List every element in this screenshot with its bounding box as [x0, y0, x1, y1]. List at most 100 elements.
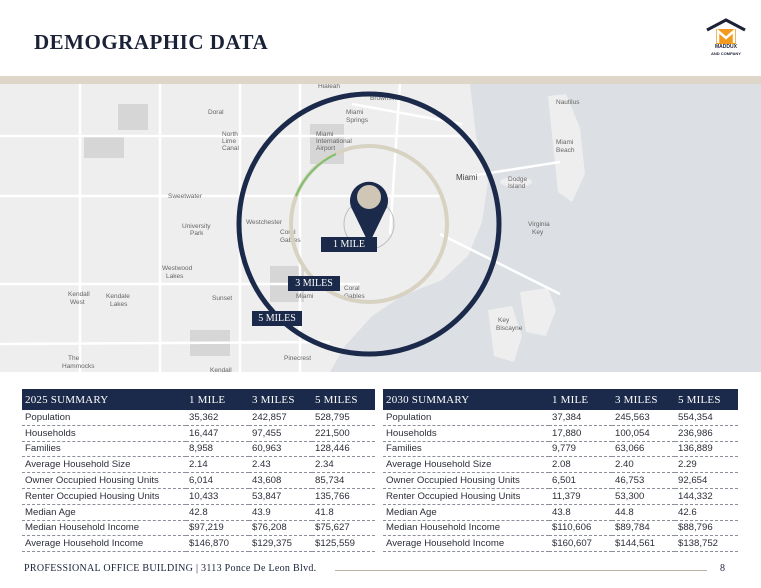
svg-text:Park: Park [190, 230, 204, 237]
table-row: Median Household Income $110,606 $89,784 $8… [383, 520, 738, 537]
cell-value: 63,066 [612, 441, 675, 458]
cell-value: 10,433 [186, 488, 249, 505]
cell-value: 221,500 [312, 425, 375, 442]
column-header: 1 MILE [186, 389, 249, 410]
cell-value: 44.8 [612, 504, 675, 521]
svg-text:Sweetwater: Sweetwater [168, 193, 203, 200]
svg-text:Lime: Lime [222, 138, 236, 145]
svg-text:Airport: Airport [316, 145, 335, 152]
table-header-row: 2025 SUMMARY 1 MILE 3 MILES 5 MILES [22, 389, 375, 410]
cell-value: 136,889 [675, 441, 738, 458]
rows-2030: Population 37,384 245,563 554,354 Households… [383, 410, 738, 553]
svg-text:Doral: Doral [208, 109, 224, 116]
svg-text:Hammocks: Hammocks [62, 363, 95, 370]
cell-value: 6,014 [186, 472, 249, 489]
svg-text:Pinecrest: Pinecrest [284, 355, 311, 362]
cell-value: $76,208 [249, 520, 312, 537]
cell-value: $144,561 [612, 535, 675, 553]
cell-value: 2.43 [249, 456, 312, 474]
cell-value: 128,446 [312, 441, 375, 458]
row-label: Renter Occupied Housing Units [22, 488, 186, 505]
cell-value: 8,958 [186, 441, 249, 458]
page-number: 8 [720, 563, 725, 574]
ring-label-3-miles: 3 MILES [295, 278, 333, 289]
svg-text:Miami: Miami [296, 293, 313, 300]
table-row: Average Household Income $160,607 $144,561… [383, 535, 738, 553]
svg-text:Kendall: Kendall [68, 291, 90, 298]
cell-value: 43.8 [549, 504, 612, 521]
svg-text:Sunset: Sunset [212, 295, 232, 302]
cell-value: $97,219 [186, 520, 249, 537]
svg-text:Beach: Beach [556, 147, 575, 154]
svg-text:Hialeah: Hialeah [318, 84, 340, 90]
cell-value: $89,784 [612, 520, 675, 537]
row-label: Population [22, 410, 186, 426]
svg-text:Dodge: Dodge [508, 176, 528, 183]
svg-text:West: West [70, 299, 85, 306]
table-header-row: 2030 SUMMARY 1 MILE 3 MILES 5 MILES [383, 389, 738, 410]
column-header: 5 MILES [312, 389, 375, 410]
cell-value: $146,870 [186, 535, 249, 553]
cell-value: 2.14 [186, 456, 249, 474]
cell-value: 242,857 [249, 410, 312, 426]
cell-value: 43,608 [249, 472, 312, 489]
row-label: Median Age [22, 504, 186, 521]
summary-table-2030: 2030 SUMMARY 1 MILE 3 MILES 5 MILES Popu… [383, 389, 738, 553]
row-label: Median Age [383, 504, 549, 521]
row-label: Median Household Income [22, 520, 186, 537]
page-title: DEMOGRAPHIC DATA [34, 30, 269, 54]
svg-text:Key: Key [532, 229, 544, 236]
footer-text: PROFESSIONAL OFFICE BUILDING | 3113 Ponc… [24, 563, 317, 574]
column-header: 1 MILE [549, 389, 612, 410]
logo-subname: AND COMPANY [711, 50, 741, 56]
cell-value: $160,607 [549, 535, 612, 553]
table-row: Households 17,880 100,054 236,986 [383, 425, 738, 442]
cell-value: 2.40 [612, 456, 675, 474]
ring-3-miles [289, 144, 449, 304]
svg-text:Miami: Miami [346, 109, 363, 116]
svg-text:Virginia: Virginia [528, 221, 550, 228]
footer-divider [335, 570, 707, 571]
row-label: Households [383, 425, 549, 442]
column-header: 3 MILES [249, 389, 312, 410]
table-row: Median Household Income $97,219 $76,208 $75… [22, 520, 375, 537]
cell-value: $88,796 [675, 520, 738, 537]
house-m-logo-icon [706, 18, 746, 44]
cell-value: 245,563 [612, 410, 675, 426]
cell-value: $129,375 [249, 535, 312, 553]
location-map: Hialeah Brownsville Doral Miami Springs … [0, 84, 761, 372]
row-label: Median Household Income [383, 520, 549, 537]
table-row: Median Age 42.8 43.9 41.8 [22, 504, 375, 521]
row-label: Average Household Income [383, 535, 549, 553]
column-header: 3 MILES [612, 389, 675, 410]
table-row: Population 37,384 245,563 554,354 [383, 410, 738, 426]
svg-text:Key: Key [498, 317, 510, 324]
column-header: 2030 SUMMARY [383, 389, 549, 410]
table-row: Renter Occupied Housing Units 11,379 53,30… [383, 488, 738, 505]
cell-value: 37,384 [549, 410, 612, 426]
ring-5-miles [236, 91, 502, 357]
row-label: Owner Occupied Housing Units [22, 472, 186, 489]
cell-value: 46,753 [612, 472, 675, 489]
location-pin-icon [350, 181, 388, 244]
table-row: Owner Occupied Housing Units 6,501 46,753 9… [383, 472, 738, 489]
svg-text:Gables: Gables [344, 293, 365, 300]
svg-text:Springs: Springs [346, 117, 369, 124]
row-label: Owner Occupied Housing Units [383, 472, 549, 489]
cell-value: 53,300 [612, 488, 675, 505]
column-header: 2025 SUMMARY [22, 389, 186, 410]
cell-value: 43.9 [249, 504, 312, 521]
svg-text:Westwood: Westwood [162, 265, 193, 272]
cell-value: 42.8 [186, 504, 249, 521]
cell-value: 41.8 [312, 504, 375, 521]
cell-value: $75,627 [312, 520, 375, 537]
svg-text:North: North [222, 131, 238, 138]
svg-text:University: University [182, 223, 211, 230]
table-row: Median Age 43.8 44.8 42.6 [383, 504, 738, 521]
svg-text:Lakes: Lakes [110, 301, 128, 308]
ring-label-5-miles: 5 MILES [258, 313, 296, 324]
summary-2025: 2025 SUMMARY 1 MILE 3 MILES 5 MILES Popu… [22, 389, 375, 553]
row-label: Average Household Size [22, 456, 186, 474]
cell-value: 16,447 [186, 425, 249, 442]
table-row: Renter Occupied Housing Units 10,433 53,84… [22, 488, 375, 505]
